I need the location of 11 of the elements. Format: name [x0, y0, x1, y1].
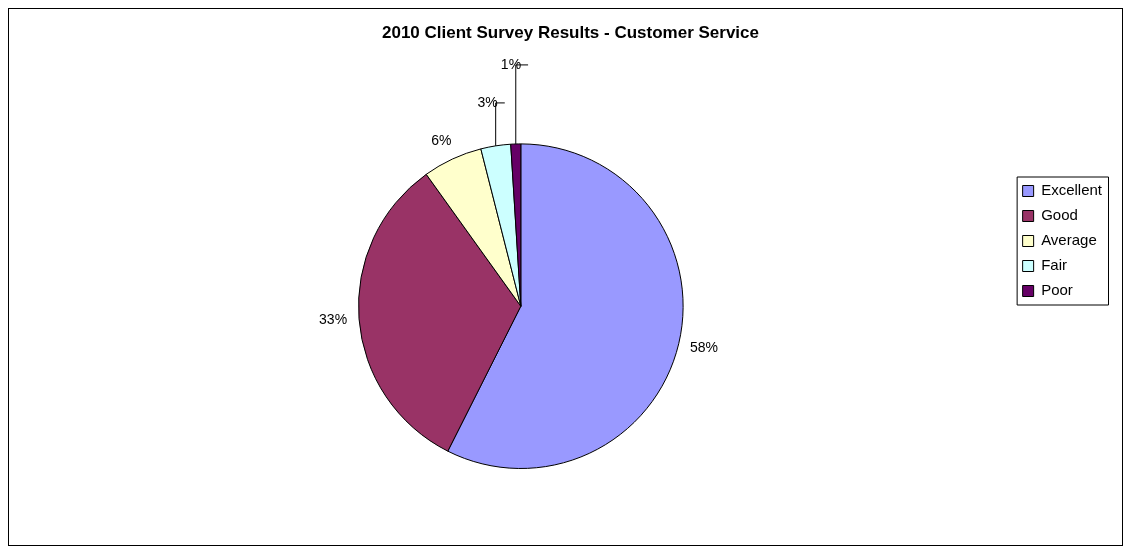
legend-label: Good: [1041, 206, 1078, 224]
chart-title: 2010 Client Survey Results - Customer Service: [382, 22, 759, 42]
data-label: 1%: [500, 55, 522, 72]
data-label: 6%: [431, 131, 452, 148]
data-label: 3%: [477, 93, 498, 110]
data-label: 33%: [319, 311, 348, 328]
legend-label: Average: [1041, 231, 1097, 249]
legend-label: Excellent: [1041, 181, 1103, 199]
legend-label: Fair: [1041, 256, 1067, 274]
legend-label: Poor: [1041, 281, 1073, 299]
data-label: 58%: [690, 339, 719, 356]
